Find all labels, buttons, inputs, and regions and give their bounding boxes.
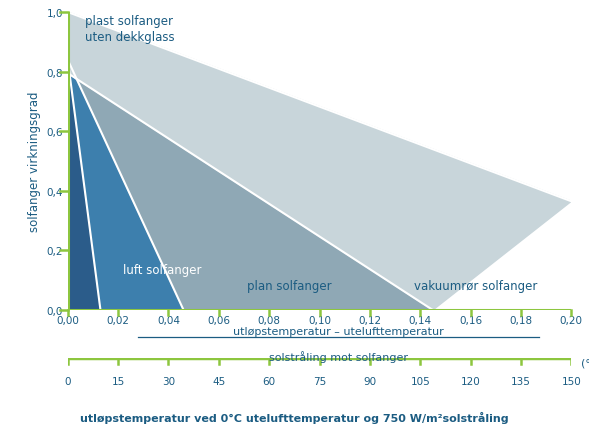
Text: utløpstemperatur ved 0°C utelufttemperatur og 750 W/m²solstråling: utløpstemperatur ved 0°C utelufttemperat… <box>80 411 509 423</box>
Text: vakuumrør solfanger: vakuumrør solfanger <box>414 279 537 293</box>
Polygon shape <box>68 61 184 310</box>
Polygon shape <box>68 61 101 310</box>
Text: luft solfanger: luft solfanger <box>123 264 201 276</box>
Text: utløpstemperatur – utelufttemperatur: utløpstemperatur – utelufttemperatur <box>233 326 444 336</box>
Polygon shape <box>68 13 571 310</box>
Text: (°C): (°C) <box>581 358 589 367</box>
Text: plan solfanger: plan solfanger <box>247 279 332 293</box>
Text: solstråling mot solfanger: solstråling mot solfanger <box>269 350 408 362</box>
Polygon shape <box>68 61 433 310</box>
Text: plast solfanger
uten dekkglass: plast solfanger uten dekkglass <box>85 15 175 44</box>
Y-axis label: solfanger virkningsgrad: solfanger virkningsgrad <box>28 92 41 232</box>
